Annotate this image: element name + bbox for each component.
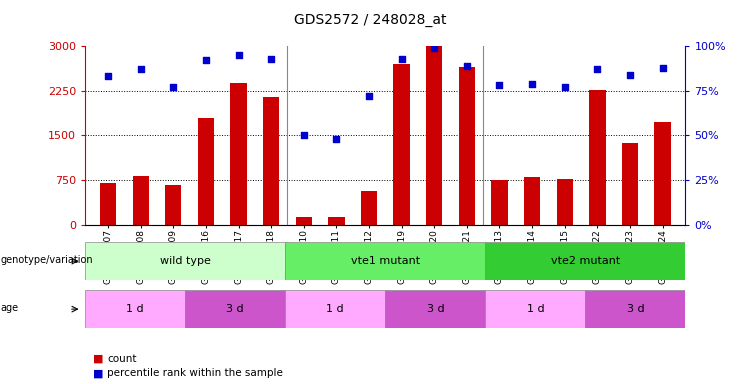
Text: wild type: wild type	[160, 256, 210, 266]
Point	[657, 65, 668, 71]
Bar	[198, 118, 214, 225]
Point	[330, 136, 342, 142]
Text: ■: ■	[93, 354, 103, 364]
Text: genotype/variation: genotype/variation	[1, 255, 93, 265]
Text: ■: ■	[93, 368, 103, 378]
Bar	[585, 290, 685, 328]
Point	[233, 52, 245, 58]
Text: 3 d: 3 d	[227, 304, 244, 314]
Point	[624, 71, 636, 78]
Bar	[165, 185, 182, 225]
Bar	[263, 97, 279, 225]
Bar	[296, 217, 312, 225]
Point	[526, 81, 538, 87]
Bar	[524, 177, 540, 225]
Point	[396, 56, 408, 62]
Text: vte2 mutant: vte2 mutant	[551, 256, 620, 266]
Point	[363, 93, 375, 99]
Bar	[385, 290, 485, 328]
Bar	[654, 122, 671, 225]
Point	[298, 132, 310, 139]
Bar	[100, 183, 116, 225]
Text: 1 d: 1 d	[327, 304, 344, 314]
Bar	[285, 242, 485, 280]
Text: age: age	[1, 303, 19, 313]
Text: count: count	[107, 354, 137, 364]
Bar	[491, 180, 508, 225]
Point	[167, 84, 179, 90]
Text: 3 d: 3 d	[427, 304, 444, 314]
Bar	[85, 290, 185, 328]
Bar	[426, 46, 442, 225]
Text: GDS2572 / 248028_at: GDS2572 / 248028_at	[294, 13, 447, 27]
Bar	[328, 217, 345, 225]
Bar	[589, 89, 605, 225]
Bar	[393, 64, 410, 225]
Point	[559, 84, 571, 90]
Bar	[185, 290, 285, 328]
Text: vte1 mutant: vte1 mutant	[350, 256, 420, 266]
Text: 3 d: 3 d	[627, 304, 644, 314]
Point	[265, 56, 277, 62]
Point	[494, 82, 505, 88]
Text: 1 d: 1 d	[527, 304, 544, 314]
Bar	[459, 67, 475, 225]
Point	[591, 66, 603, 72]
Bar	[85, 242, 285, 280]
Point	[135, 66, 147, 72]
Bar	[361, 191, 377, 225]
Bar	[285, 290, 385, 328]
Text: percentile rank within the sample: percentile rank within the sample	[107, 368, 283, 378]
Bar	[622, 142, 638, 225]
Point	[428, 45, 440, 51]
Text: 1 d: 1 d	[127, 304, 144, 314]
Bar	[556, 179, 573, 225]
Point	[461, 63, 473, 69]
Bar	[133, 176, 149, 225]
Point	[102, 73, 114, 79]
Bar	[485, 242, 685, 280]
Bar	[485, 290, 585, 328]
Bar	[230, 83, 247, 225]
Point	[200, 57, 212, 63]
